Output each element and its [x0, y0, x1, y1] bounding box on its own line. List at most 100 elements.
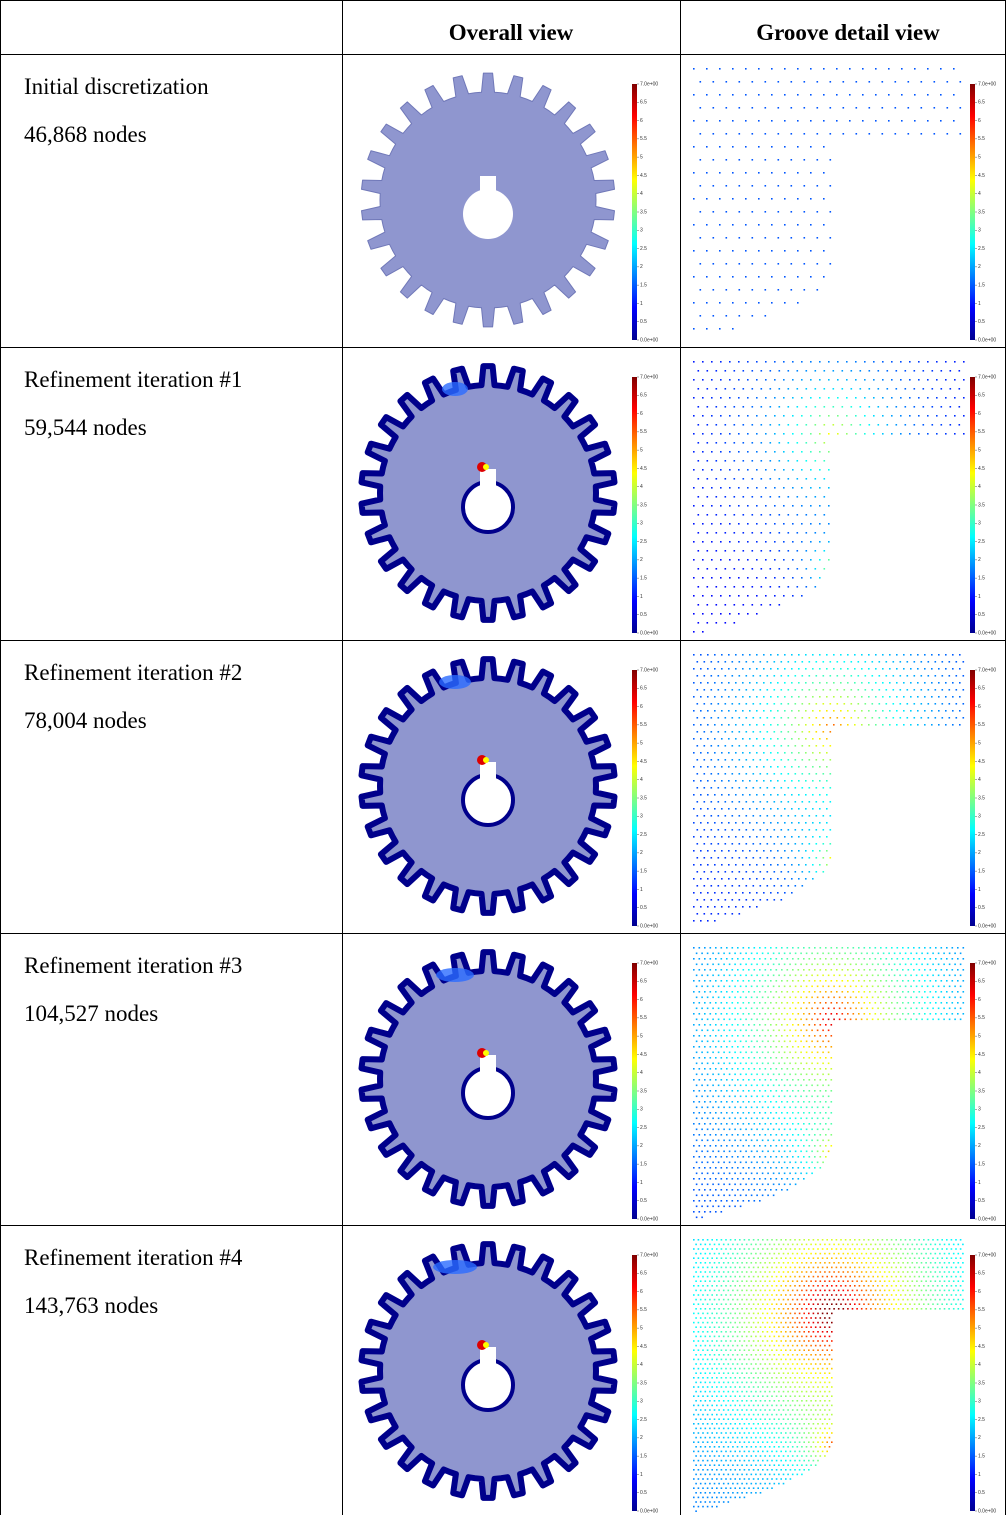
- node-dot: [814, 1079, 816, 1081]
- node-dot: [823, 829, 825, 831]
- node-dot: [935, 703, 937, 705]
- node-dot: [732, 745, 734, 747]
- node-dot: [693, 738, 695, 740]
- node-dot: [741, 1262, 743, 1264]
- node-dot: [854, 710, 856, 712]
- node-dot: [829, 1244, 831, 1246]
- node-dot: [861, 682, 863, 684]
- colorbar-label: 2: [978, 850, 981, 856]
- node-dot: [849, 1276, 851, 1278]
- node-dot: [812, 710, 814, 712]
- node-dot: [698, 586, 700, 588]
- node-dot: [826, 1359, 828, 1361]
- node-dot: [831, 1068, 833, 1070]
- node-dot: [777, 696, 779, 698]
- node-dot: [770, 969, 772, 971]
- node-dot: [938, 953, 940, 955]
- node-dot: [817, 1313, 819, 1315]
- node-dot: [693, 1134, 695, 1136]
- node-dot: [693, 1178, 695, 1180]
- node-dot: [910, 986, 912, 988]
- node-dot: [850, 1008, 852, 1010]
- node-dot: [746, 1308, 748, 1310]
- node-dot: [797, 1253, 799, 1255]
- node-dot: [774, 379, 776, 381]
- node-dot: [817, 289, 819, 291]
- node-dot: [932, 964, 934, 966]
- node-dot: [855, 975, 857, 977]
- node-dot: [696, 1118, 698, 1120]
- node-dot: [700, 1317, 702, 1319]
- node-dot: [776, 1331, 778, 1333]
- node-dot: [778, 1041, 780, 1043]
- node-dot: [712, 1140, 714, 1142]
- node-dot: [787, 1002, 789, 1004]
- node-dot: [830, 81, 832, 83]
- node-dot: [757, 1294, 759, 1296]
- node-dot: [833, 406, 835, 408]
- node-dot: [756, 696, 758, 698]
- row-label: Refinement iteration #3: [24, 953, 242, 978]
- node-dot: [843, 107, 845, 109]
- node-dot: [806, 1253, 808, 1255]
- node-dot: [774, 759, 776, 761]
- node-dot: [702, 1303, 704, 1305]
- node-dot: [751, 1118, 753, 1120]
- node-dot: [945, 379, 947, 381]
- node-dot: [718, 1262, 720, 1264]
- node-dot: [826, 752, 828, 754]
- node-dot: [780, 1276, 782, 1278]
- node-dot: [712, 1085, 714, 1087]
- node-dot: [704, 899, 706, 901]
- node-dot: [757, 1359, 759, 1361]
- node-dot: [954, 997, 956, 999]
- node-dot: [958, 1262, 960, 1264]
- node-dot: [728, 1317, 730, 1319]
- node-dot: [918, 361, 920, 363]
- node-dot: [696, 1173, 698, 1175]
- node-dot: [765, 397, 767, 399]
- node-dot: [852, 1299, 854, 1301]
- node-dot: [798, 822, 800, 824]
- node-dot: [720, 361, 722, 363]
- node-dot: [726, 1134, 728, 1136]
- node-dot: [726, 1046, 728, 1048]
- node-dot: [939, 1271, 941, 1273]
- node-dot: [810, 1253, 812, 1255]
- node-dot: [941, 991, 943, 993]
- node-dot: [891, 433, 893, 435]
- node-dot: [916, 1290, 918, 1292]
- node-dot: [797, 1354, 799, 1356]
- node-dot: [828, 1140, 830, 1142]
- node-dot: [916, 1308, 918, 1310]
- node-dot: [707, 724, 709, 726]
- node-dot: [815, 442, 817, 444]
- node-dot: [951, 1294, 953, 1296]
- node-dot: [753, 857, 755, 859]
- node-dot: [734, 1267, 736, 1269]
- node-dot: [725, 478, 727, 480]
- node-dot: [711, 1248, 713, 1250]
- colorbar-label: 0.5: [978, 905, 985, 911]
- node-dot: [819, 738, 821, 740]
- node-dot: [711, 885, 713, 887]
- node-dot: [849, 1285, 851, 1287]
- node-dot: [707, 1294, 709, 1296]
- node-dot: [797, 1262, 799, 1264]
- node-dot: [842, 958, 844, 960]
- node-dot: [732, 1024, 734, 1026]
- node-dot: [752, 211, 754, 213]
- node-dot: [714, 738, 716, 740]
- node-dot: [958, 1290, 960, 1292]
- node-dot: [817, 133, 819, 135]
- node-dot: [774, 433, 776, 435]
- node-dot: [791, 780, 793, 782]
- node-dot: [954, 1019, 956, 1021]
- node-dot: [806, 1052, 808, 1054]
- node-dot: [765, 1057, 767, 1059]
- node-dot: [909, 1257, 911, 1259]
- node-dot: [940, 94, 942, 96]
- node-dot: [792, 433, 794, 435]
- node-dot: [951, 1257, 953, 1259]
- node-dot: [811, 1151, 813, 1153]
